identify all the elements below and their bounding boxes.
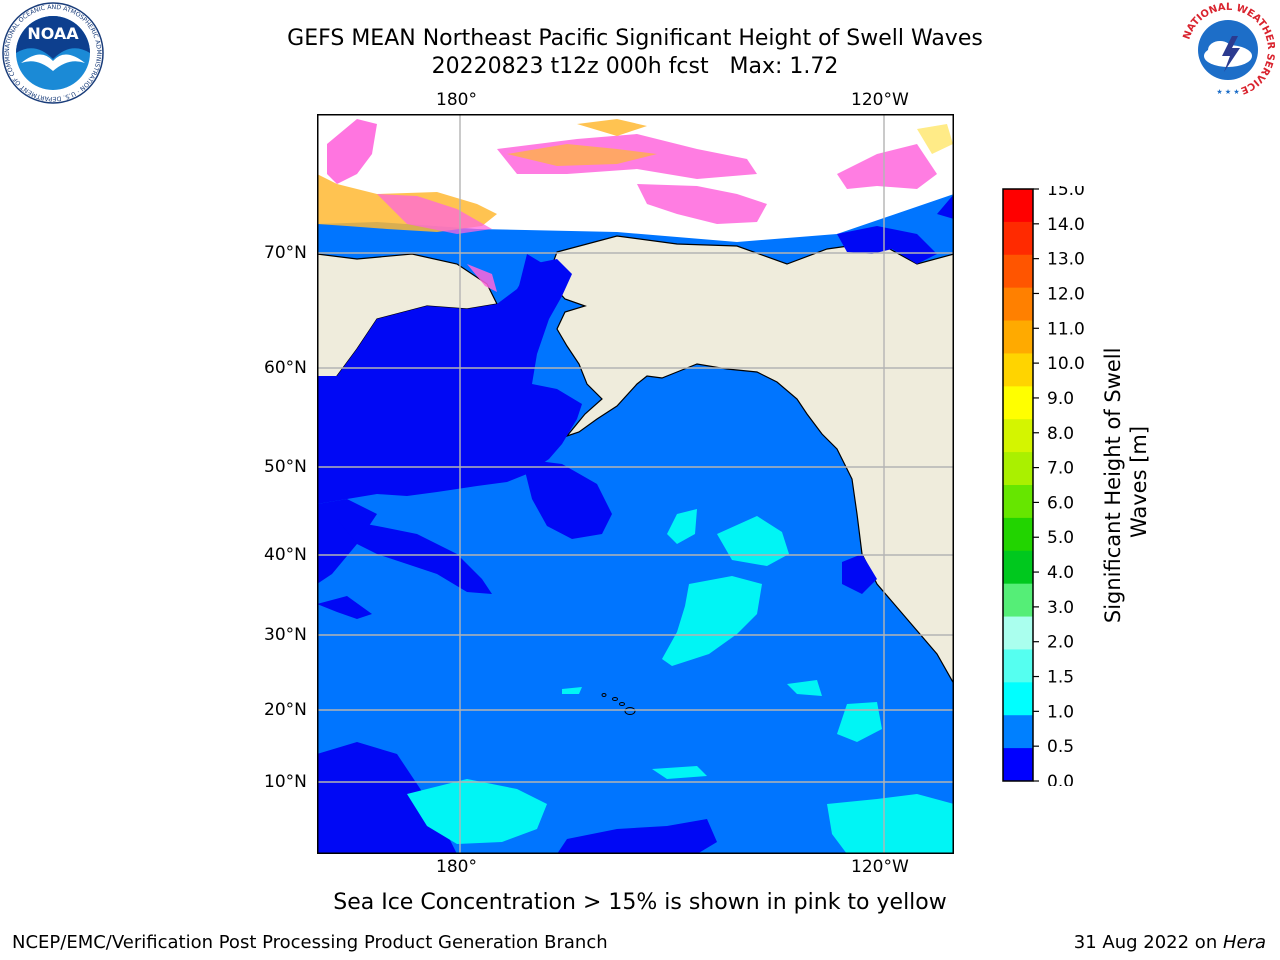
colorbar-title-line2: Waves [m]: [1127, 426, 1151, 538]
colorbar-title-line1: Significant Height of Swell: [1101, 348, 1125, 624]
colorbar-tick-label: 4.0: [1047, 563, 1074, 583]
producer-credit: NCEP/EMC/Verification Post Processing Pr…: [12, 932, 608, 953]
lon-tick-top-180: 180°: [436, 90, 477, 110]
colorbar: 15.0 14.0 13.0 12.0 11.0 10.0 9.0 8.0 7.0 6.0 5.0 4…: [1000, 180, 1100, 792]
noaa-logo-wordmark: NOAA: [27, 24, 79, 43]
colorbar-tick-label: 3.0: [1047, 598, 1074, 618]
generated-date: 31 Aug 2022 on Hera: [1074, 932, 1266, 953]
colorbar-tick-label: 8.0: [1047, 424, 1074, 444]
sea-ice: [577, 119, 647, 136]
noaa-logo: NATIONAL OCEANIC AND ATMOSPHERIC ADMINIS…: [0, 0, 105, 109]
swell-band-1.0-1.5: [787, 680, 822, 696]
sea-ice: [837, 144, 937, 189]
colorbar-tick-label: 2.0: [1047, 633, 1074, 653]
sea-ice-footnote: Sea Ice Concentration > 15% is shown in …: [333, 890, 947, 915]
colorbar-tick-label: 15.0: [1047, 186, 1085, 200]
swell-band-1.0-1.5: [717, 516, 789, 566]
colorbar-border: [1002, 188, 1034, 782]
colorbar-segment: [1003, 715, 1033, 749]
graticule: [317, 114, 954, 854]
colorbar-segment: [1003, 452, 1033, 486]
lat-tick-40n: 40°N: [264, 545, 307, 565]
colorbar-tick-label: 1.5: [1047, 668, 1074, 688]
map-subtitle: 20220823 t12z 000h fcst Max: 1.72: [431, 54, 839, 79]
swell-band-0.0-0.5: [317, 596, 372, 619]
colorbar-tick-label: 0.5: [1047, 737, 1074, 757]
colorbar-segment: [1003, 583, 1033, 618]
colorbar-tick-label: 6.0: [1047, 493, 1074, 513]
sea-ice: [917, 124, 953, 154]
swell-band-0.0-0.5: [512, 254, 552, 364]
swell-band-0.0-0.5: [317, 742, 457, 854]
lon-tick-top-120w: 120°W: [851, 90, 909, 110]
colorbar-segment: [1003, 517, 1033, 552]
colorbar-segment: [1003, 353, 1033, 387]
colorbar-segment: [1003, 287, 1033, 322]
colorbar-segment: [1003, 616, 1033, 650]
swell-band-1.0-1.5: [827, 794, 954, 854]
lon-tick-bottom-120w: 120°W: [851, 857, 909, 877]
swell-band-1.0-1.5: [407, 779, 547, 844]
hawaiian-islands: [601, 693, 636, 715]
map-border: [317, 114, 954, 854]
swell-band-1.0-1.5: [667, 509, 697, 544]
colorbar-segment: [1003, 682, 1033, 716]
colorbar-tick-label: 11.0: [1047, 319, 1085, 339]
sea-ice: [467, 264, 497, 292]
svg-text:★ ★ ★: ★ ★ ★: [1216, 88, 1239, 96]
swell-band-0.0-0.5: [317, 499, 377, 584]
swell-band-1.0-1.5: [837, 702, 882, 742]
map-title: GEFS MEAN Northeast Pacific Significant …: [287, 26, 983, 51]
colorbar-tick-label: 13.0: [1047, 250, 1085, 270]
colorbar-tick-label: 14.0: [1047, 215, 1085, 235]
swell-band-0.0-0.5: [842, 554, 877, 594]
swell-band-0.0-0.5: [337, 519, 492, 594]
sea-ice: [507, 144, 657, 166]
colorbar-tick-label: 5.0: [1047, 528, 1074, 548]
sea-ice: [637, 184, 767, 224]
swell-height-map: [316, 114, 955, 854]
swell-band-0.0-0.5: [837, 226, 937, 264]
lat-tick-20n: 20°N: [264, 700, 307, 720]
swell-band-1.0-1.5: [652, 766, 707, 779]
colorbar-segment: [1003, 485, 1033, 519]
colorbar-segment: [1003, 649, 1033, 683]
sea-ice: [377, 194, 492, 234]
lat-tick-50n: 50°N: [264, 457, 307, 477]
colorbar-tick-label: 12.0: [1047, 284, 1085, 304]
colorbar-title: Significant Height of Swell Waves [m]: [1098, 186, 1158, 778]
lon-tick-bottom-180: 180°: [436, 857, 477, 877]
swell-band-1.0-1.5: [662, 576, 762, 666]
colorbar-segment: [1003, 386, 1033, 420]
colorbar-segment: [1003, 320, 1033, 354]
colorbar-segment: [1003, 254, 1033, 289]
svg-text:Significant Height of Swell: Significant Height of Swell Waves [m]: [1101, 341, 1151, 623]
lat-tick-60n: 60°N: [264, 358, 307, 378]
swell-band-0.0-0.5: [522, 459, 612, 539]
colorbar-segment: [1003, 419, 1033, 453]
colorbar-tick-label: 1.0: [1047, 702, 1074, 722]
lat-tick-30n: 30°N: [264, 625, 307, 645]
colorbar-tick-label: 10.0: [1047, 354, 1085, 374]
colorbar-segment: [1003, 221, 1033, 256]
colorbar-tick-label: 0.0: [1047, 772, 1074, 786]
generated-date-text: 31 Aug 2022 on: [1073, 932, 1223, 953]
sea-ice: [327, 119, 377, 184]
colorbar-segment: [1003, 189, 1033, 223]
colorbar-tick-label: 7.0: [1047, 459, 1074, 479]
colorbar-segment: [1003, 550, 1033, 585]
swell-band-0.0-0.5: [937, 194, 954, 219]
colorbar-segment: [1003, 748, 1033, 782]
swell-band-1.0-1.5: [562, 687, 582, 694]
lat-tick-70n: 70°N: [264, 243, 307, 263]
lat-tick-10n: 10°N: [264, 772, 307, 792]
host-name: Hera: [1222, 932, 1266, 953]
colorbar-tick-label: 9.0: [1047, 389, 1074, 409]
nws-logo: NATIONAL WEATHER SERVICE ★ ★ ★: [1178, 0, 1278, 104]
swell-band-0.0-0.5: [557, 819, 717, 854]
